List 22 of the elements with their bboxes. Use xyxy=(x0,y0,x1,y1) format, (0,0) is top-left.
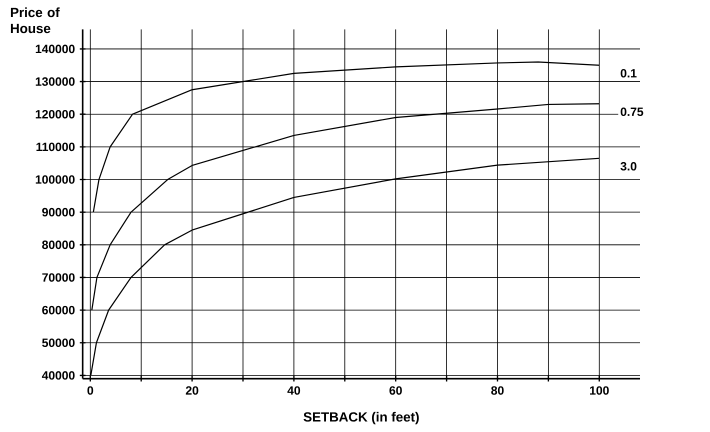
y-tick-label: 100000 xyxy=(36,175,75,184)
y-tick-label: 40000 xyxy=(42,371,75,380)
x-tick-label: 40 xyxy=(287,386,300,395)
y-tick-label: 50000 xyxy=(42,338,75,348)
series-label: 3.0 xyxy=(620,162,636,171)
y-tick-label: 120000 xyxy=(36,110,75,118)
y-tick-label: 90000 xyxy=(42,208,75,216)
series-label: 0.75 xyxy=(620,108,644,116)
x-tick-label: 80 xyxy=(491,386,504,395)
y-tick-label: 60000 xyxy=(42,306,75,314)
x-axis-title: SETBACK (in feet) xyxy=(304,412,419,424)
series-label: 0.1 xyxy=(620,68,637,78)
x-tick-label: 20 xyxy=(186,386,198,395)
y-tick-label: 80000 xyxy=(42,240,75,250)
x-tick-label: 100 xyxy=(590,386,609,395)
y-tick-label: 70000 xyxy=(42,273,75,282)
y-tick-label: 140000 xyxy=(36,44,75,54)
y-tick-label: 130000 xyxy=(36,77,75,86)
y-axis-title: Price of House xyxy=(10,7,60,34)
x-tick-label: 60 xyxy=(389,386,402,395)
y-tick-label: 110000 xyxy=(36,142,75,152)
x-tick-label: 0 xyxy=(87,386,94,395)
